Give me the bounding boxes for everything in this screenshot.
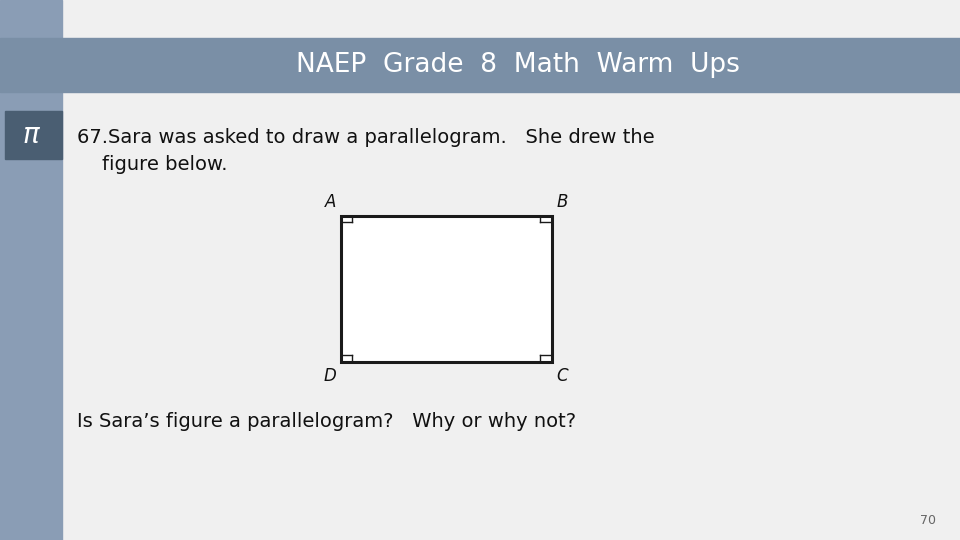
Text: Is Sara’s figure a parallelogram?   Why or why not?: Is Sara’s figure a parallelogram? Why or…: [77, 411, 576, 431]
Text: C: C: [557, 367, 568, 385]
Text: 67.Sara was asked to draw a parallelogram.   She drew the: 67.Sara was asked to draw a parallelogra…: [77, 128, 655, 147]
Text: π: π: [23, 121, 39, 149]
Bar: [5, 111, 62, 159]
Bar: [341, 216, 552, 362]
Bar: [62, 38, 960, 92]
Text: B: B: [557, 193, 568, 211]
Bar: [0, 38, 62, 92]
Text: figure below.: figure below.: [77, 155, 228, 174]
Text: 70: 70: [920, 514, 936, 526]
Bar: [0, 0, 62, 540]
Text: NAEP  Grade  8  Math  Warm  Ups: NAEP Grade 8 Math Warm Ups: [297, 52, 740, 78]
Text: D: D: [324, 367, 336, 385]
Text: A: A: [324, 193, 336, 211]
